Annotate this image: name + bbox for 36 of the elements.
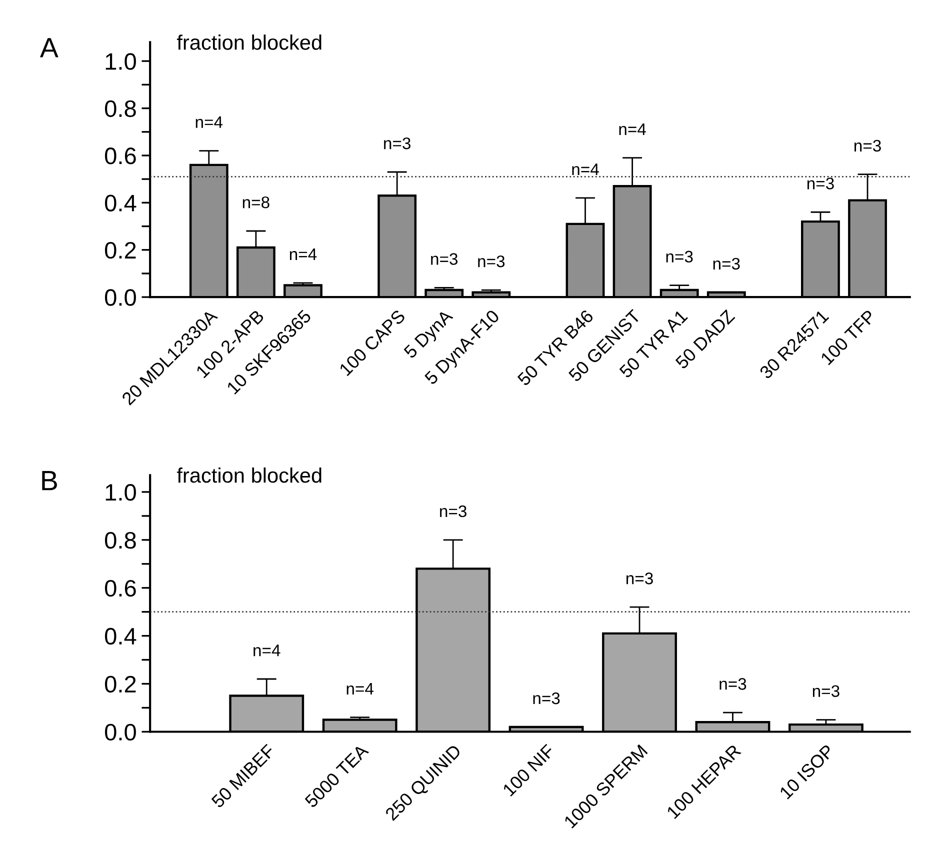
annotation: n=4	[572, 164, 599, 176]
annotation: n=8	[242, 196, 270, 208]
y-tick-label: 0.0	[104, 289, 136, 306]
y-tick-label: 0.0	[104, 724, 136, 741]
chart-title: B	[42, 471, 57, 490]
y-tick-label: 0.8	[104, 532, 136, 549]
annotation: n=4	[196, 116, 223, 128]
annotation: n=3	[440, 505, 466, 518]
annotation: n=4	[619, 123, 646, 135]
annotation: n=3	[854, 140, 881, 152]
y-tick-label: 0.4	[104, 628, 136, 645]
annotation: n=4	[290, 248, 317, 260]
annotation: n=3	[384, 137, 410, 150]
y-tick-label: 1.0	[106, 53, 136, 70]
chart-title: A	[40, 38, 58, 58]
annotation: n=3	[533, 692, 560, 704]
annotation: n=3	[431, 253, 458, 265]
annotation: n=3	[666, 250, 693, 263]
y-tick-label: 0.6	[104, 580, 136, 597]
y-tick-label: 0.2	[104, 242, 136, 259]
annotation: n=3	[626, 572, 653, 584]
y-tick-label: 1.0	[106, 484, 136, 501]
annotation: n=3	[713, 258, 740, 270]
x-tick-label: 100 NIF	[502, 744, 556, 797]
y-tick-label: 0.2	[104, 676, 136, 693]
y-tick-label: 0.4	[104, 194, 136, 212]
annotation: n=4	[346, 682, 374, 694]
annotation: n=3	[720, 678, 746, 690]
y-axis-title: fraction blocked	[176, 467, 322, 483]
y-tick-label: 0.6	[104, 148, 136, 164]
annotation: n=3	[812, 685, 840, 698]
y-tick-label: 0.8	[104, 100, 136, 118]
annotation: n=3	[807, 178, 834, 190]
annotation: n=4	[254, 644, 280, 656]
y-axis-title: fraction blocked	[176, 34, 322, 50]
annotation: n=3	[478, 255, 505, 268]
